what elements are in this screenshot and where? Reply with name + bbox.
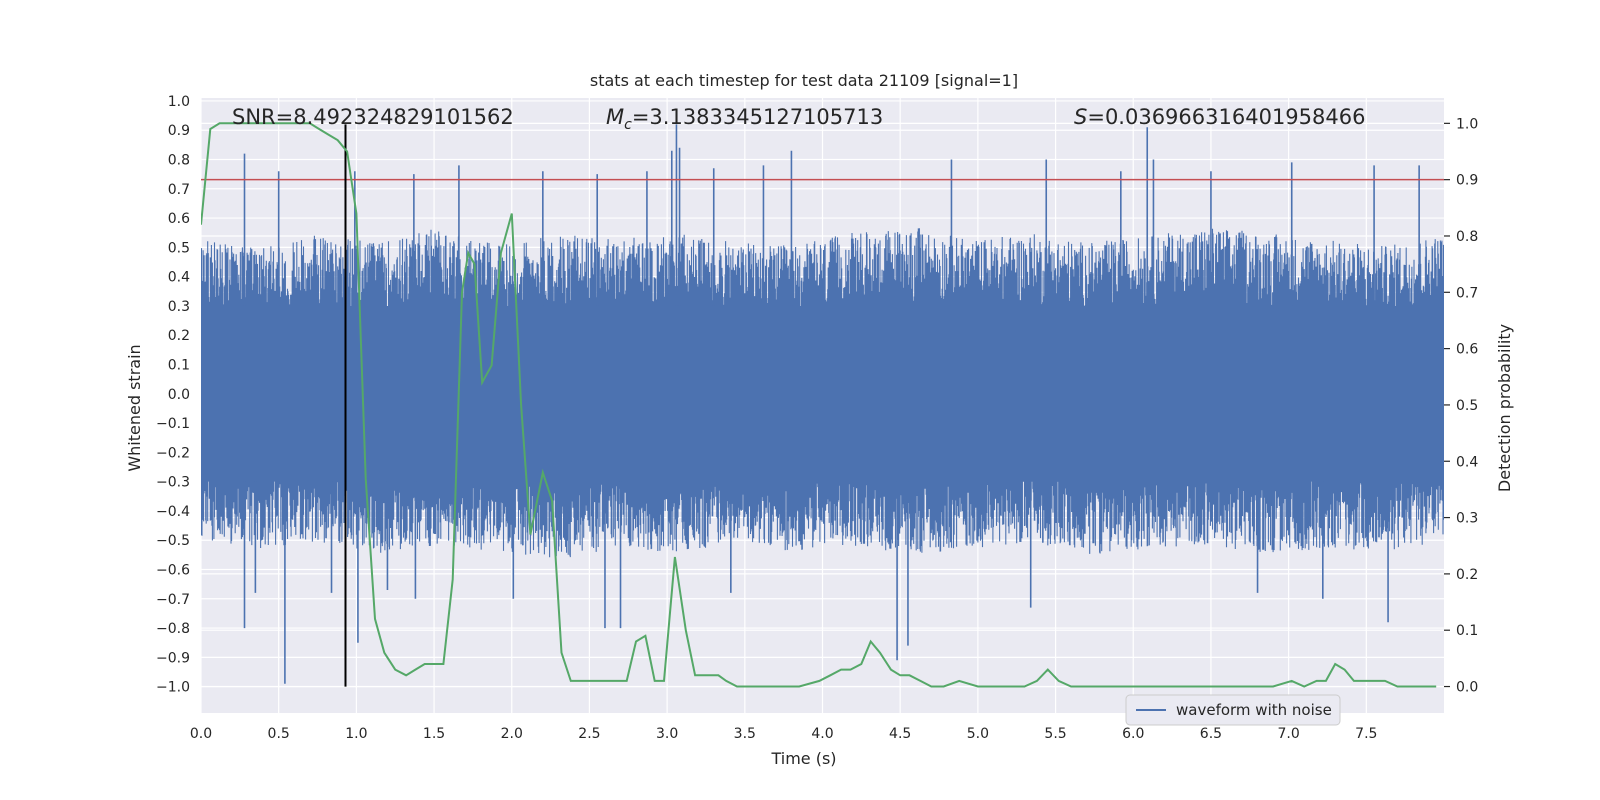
y-tick-label: 0.9 [168, 123, 190, 139]
snr-annotation: SNR=8.492324829101562 [232, 105, 514, 129]
waveform-series [201, 124, 1444, 684]
x-axis-label: Time (s) [770, 749, 836, 768]
x-tick-label: 4.5 [889, 726, 911, 742]
legend-box [1125, 694, 1341, 726]
s-value: =0.036966316401958466 [1087, 105, 1365, 129]
y2-tick-label: 0.7 [1456, 285, 1478, 301]
y-tick-label: 0.1 [168, 358, 190, 374]
y-tick-label: −0.9 [156, 650, 190, 666]
x-tick-label: 2.0 [501, 726, 523, 742]
y2-tick-label: 1.0 [1456, 116, 1478, 132]
x-tick-label: 5.0 [967, 726, 989, 742]
x-tick-label: 6.5 [1200, 726, 1222, 742]
x-tick-label: 1.0 [345, 726, 367, 742]
x-tick-label: 0.0 [190, 726, 212, 742]
y2-tick-label: 0.6 [1456, 342, 1478, 358]
x-axis-ticks: 0.0 0.5 1.0 1.5 2.0 2.5 3.0 3.5 4.0 4.5 5.0 5.5 6.0 6… [190, 726, 1378, 742]
y-tick-label: −0.3 [156, 475, 190, 491]
y-tick-label: 0.5 [168, 240, 190, 256]
y-tick-label: −0.8 [156, 621, 190, 637]
y-axis-label: Whitened strain [125, 344, 144, 471]
y2-axis-ticks: 1.0 0.9 0.8 0.7 0.6 0.5 0.4 0.3 0.2 0.1 0.0 [1444, 116, 1478, 696]
x-tick-label: 2.5 [578, 726, 600, 742]
y2-tick-label: 0.8 [1456, 229, 1478, 245]
y2-tick-label: 0.3 [1456, 511, 1478, 527]
chirp-mass-subscript: c [624, 117, 632, 133]
y-tick-label: −0.6 [156, 563, 190, 579]
waveform-core [201, 305, 1444, 482]
probability-series [201, 122, 1437, 688]
y2-tick-label: 0.5 [1456, 398, 1478, 414]
y-tick-label: −0.4 [156, 504, 190, 520]
y-tick-label: −1.0 [156, 680, 190, 696]
y-tick-label: 0.8 [168, 153, 190, 169]
x-tick-label: 5.5 [1044, 726, 1066, 742]
y-tick-label: −0.5 [156, 533, 190, 549]
y2-tick-label: 0.2 [1456, 567, 1478, 583]
y-tick-label: 0.0 [168, 387, 190, 403]
s-annotation: S=0.036966316401958466 [1074, 105, 1365, 129]
y-tick-label: −0.1 [156, 416, 190, 432]
s-symbol: S [1074, 105, 1087, 129]
x-tick-label: 7.5 [1355, 726, 1377, 742]
y-tick-label: 0.2 [168, 328, 190, 344]
legend: waveform with noise [1125, 694, 1341, 726]
chart-title: stats at each timestep for test data 211… [590, 71, 1018, 90]
legend-entry: waveform with noise [1176, 701, 1332, 719]
y-tick-label: 0.3 [168, 299, 190, 315]
chirp-mass-symbol: M [606, 105, 624, 129]
x-tick-label: 0.5 [268, 726, 290, 742]
chirp-mass-annotation: Mc=3.1383345127105713 [606, 105, 883, 133]
y2-tick-label: 0.9 [1456, 173, 1478, 189]
y2-tick-label: 0.4 [1456, 454, 1478, 470]
y-tick-label: −0.7 [156, 592, 190, 608]
y2-axis-label: Detection probability [1495, 324, 1514, 492]
x-tick-label: 6.0 [1122, 726, 1144, 742]
x-tick-label: 1.5 [423, 726, 445, 742]
y-axis-ticks: 1.0 0.9 0.8 0.7 0.6 0.5 0.4 0.3 0.2 0.1 0.0 −0.1 −0.… [156, 94, 190, 696]
x-tick-label: 4.0 [811, 726, 833, 742]
y-tick-label: 0.4 [168, 270, 190, 286]
x-tick-label: 3.5 [734, 726, 756, 742]
chirp-mass-value: =3.1383345127105713 [632, 105, 883, 129]
y-tick-label: 1.0 [168, 94, 190, 110]
y-tick-label: −0.2 [156, 445, 190, 461]
y-tick-label: 0.7 [168, 182, 190, 198]
y2-tick-label: 0.0 [1456, 680, 1478, 696]
y-tick-label: 0.6 [168, 211, 190, 227]
y2-tick-label: 0.1 [1456, 623, 1478, 639]
x-tick-label: 3.0 [656, 726, 678, 742]
x-tick-label: 7.0 [1277, 726, 1299, 742]
